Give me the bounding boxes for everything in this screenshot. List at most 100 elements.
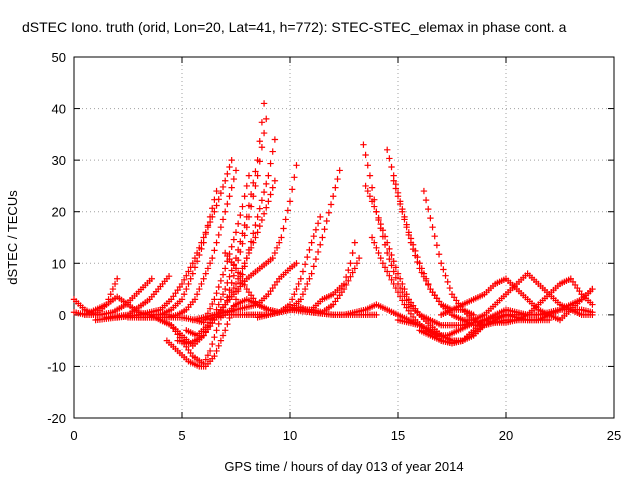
data-point bbox=[211, 352, 218, 360]
chart-title: dSTEC Iono. truth (orid, Lon=20, Lat=41,… bbox=[22, 19, 567, 35]
data-point bbox=[267, 191, 274, 198]
data-point bbox=[399, 208, 406, 215]
data-point bbox=[232, 265, 240, 272]
data-point bbox=[362, 182, 369, 190]
grid bbox=[74, 57, 614, 418]
data-point bbox=[254, 229, 261, 236]
data-point bbox=[215, 283, 222, 291]
data-point bbox=[222, 177, 229, 184]
data-point bbox=[193, 258, 201, 265]
data-point bbox=[213, 202, 220, 209]
data-point bbox=[381, 233, 389, 240]
data-point bbox=[388, 276, 395, 283]
data-point bbox=[325, 209, 333, 216]
data-point bbox=[330, 193, 337, 200]
data-point bbox=[425, 205, 432, 213]
data-point bbox=[237, 211, 244, 219]
data-point bbox=[351, 239, 358, 246]
data-point bbox=[589, 285, 596, 293]
data-point bbox=[394, 270, 402, 277]
data-point bbox=[215, 231, 222, 239]
data-point bbox=[299, 268, 307, 275]
data-point bbox=[114, 275, 121, 282]
data-point bbox=[209, 205, 216, 212]
data-point bbox=[230, 236, 238, 243]
data-point bbox=[589, 301, 596, 308]
x-axis-label: GPS time / hours of day 013 of year 2014 bbox=[224, 459, 463, 474]
data-point bbox=[256, 222, 263, 230]
data-point bbox=[178, 280, 186, 288]
data-point bbox=[327, 201, 335, 208]
data-point bbox=[254, 172, 261, 179]
data-point bbox=[364, 162, 371, 169]
data-point bbox=[263, 180, 270, 188]
data-point bbox=[191, 296, 199, 303]
data-point bbox=[384, 249, 391, 257]
data-point bbox=[202, 230, 209, 238]
x-tick-label: 15 bbox=[391, 428, 405, 443]
data-point bbox=[226, 193, 233, 200]
data-point bbox=[256, 138, 263, 145]
data-point bbox=[260, 188, 268, 196]
data-point bbox=[189, 260, 196, 267]
data-point bbox=[392, 185, 400, 192]
data-point bbox=[252, 234, 259, 241]
series-29 bbox=[459, 270, 596, 324]
data-point bbox=[165, 272, 173, 280]
data-point bbox=[349, 269, 356, 276]
data-point bbox=[366, 193, 374, 200]
data-point bbox=[345, 266, 352, 274]
data-point bbox=[403, 291, 410, 298]
data-point bbox=[282, 216, 289, 223]
data-point bbox=[239, 277, 246, 285]
data-point bbox=[310, 263, 317, 270]
data-point bbox=[442, 272, 449, 279]
data-point bbox=[180, 276, 188, 283]
data-point bbox=[217, 277, 225, 285]
data-point bbox=[438, 260, 445, 267]
data-point bbox=[399, 280, 406, 288]
data-point bbox=[250, 230, 257, 237]
data-point bbox=[258, 197, 266, 204]
data-point bbox=[362, 151, 369, 159]
data-point bbox=[317, 213, 324, 221]
data-point bbox=[364, 187, 371, 195]
data-point bbox=[353, 260, 361, 267]
data-point bbox=[347, 273, 354, 280]
data-point bbox=[245, 172, 253, 179]
data-point bbox=[412, 252, 419, 259]
data-point bbox=[263, 115, 270, 123]
series-11 bbox=[174, 177, 279, 347]
data-point bbox=[224, 320, 231, 328]
data-point bbox=[241, 260, 248, 267]
data-point bbox=[219, 216, 227, 223]
data-point bbox=[219, 271, 227, 278]
data-point bbox=[308, 270, 315, 277]
data-point bbox=[379, 260, 387, 267]
data-point bbox=[429, 223, 436, 231]
data-point bbox=[390, 280, 397, 288]
data-point bbox=[394, 288, 402, 296]
data-point bbox=[211, 196, 218, 203]
data-point bbox=[306, 246, 313, 254]
data-point bbox=[237, 273, 244, 280]
data-point bbox=[267, 160, 274, 167]
data-point bbox=[368, 234, 376, 241]
data-point bbox=[217, 223, 225, 231]
data-point bbox=[204, 352, 212, 359]
data-point bbox=[288, 186, 296, 193]
data-point bbox=[295, 280, 302, 288]
data-point bbox=[230, 272, 238, 279]
data-point bbox=[232, 167, 240, 174]
data-point bbox=[206, 347, 214, 355]
data-point bbox=[217, 337, 225, 344]
data-point bbox=[308, 239, 315, 246]
data-point bbox=[392, 284, 400, 292]
data-point bbox=[388, 251, 395, 259]
data-point bbox=[377, 254, 384, 262]
x-tick-label: 25 bbox=[607, 428, 621, 443]
data-point bbox=[399, 297, 406, 304]
y-axis-label: dSTEC / TECUs bbox=[5, 190, 20, 285]
y-tick-label: -10 bbox=[47, 359, 66, 374]
data-point bbox=[187, 275, 194, 282]
